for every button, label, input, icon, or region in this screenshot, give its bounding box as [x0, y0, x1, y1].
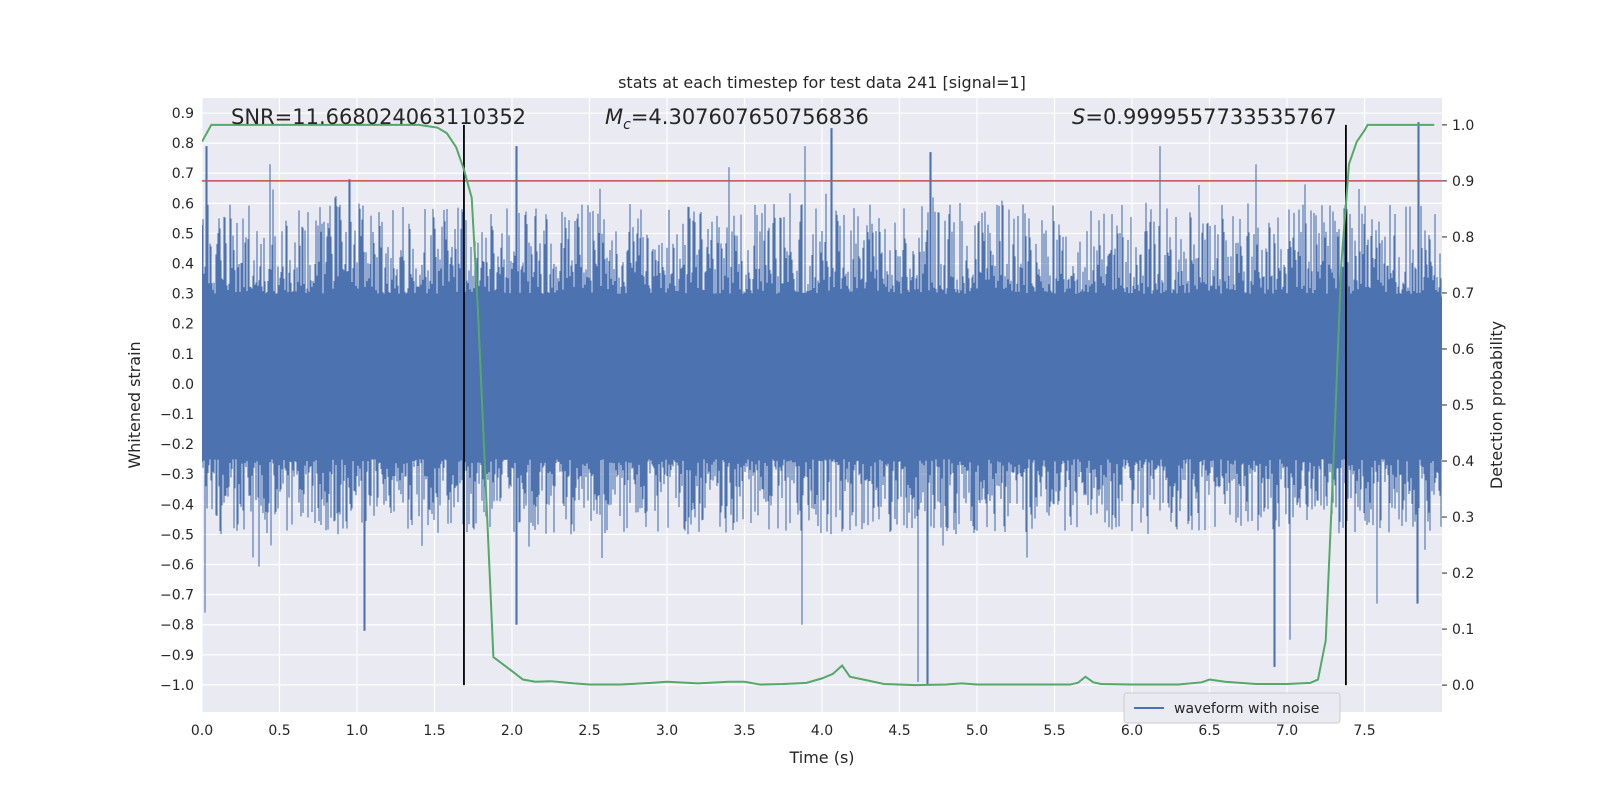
y-tick-label: −0.6: [160, 558, 194, 574]
x-axis-label: Time (s): [788, 748, 854, 767]
y2-ticks: 1.0 0.9 0.8 0.7 0.6 0.5 0.4 0.3 0.2 0.1 0.0: [1442, 118, 1474, 694]
chart-title: stats at each timestep for test data 241…: [618, 73, 1026, 92]
x-ticks: 0.0 0.5 1.0 1.5 2.0 2.5 3.0 3.5 4.0 4.5 5.0 5.5 6.0 6…: [191, 723, 1376, 739]
s-symbol: S: [1072, 105, 1085, 129]
y-ticks: 0.9 0.8 0.7 0.6 0.5 0.4 0.3 0.2 0.1 0.0 −0.1 −0.2 −0…: [160, 106, 194, 694]
mc-value: =4.307607650756836: [631, 105, 869, 129]
y2-tick-label: 0.5: [1452, 398, 1474, 414]
y-tick-label: 0.2: [172, 317, 194, 333]
mc-annotation: Mc=4.307607650756836: [605, 105, 869, 133]
y2-tick-label: 0.4: [1452, 454, 1474, 470]
y2-tick-label: 0.1: [1452, 622, 1474, 638]
y2-tick-label: 0.6: [1452, 342, 1474, 358]
y-tick-label: −0.1: [160, 407, 194, 423]
probability-line: [202, 123, 1435, 687]
y-axis-label: Whitened strain: [125, 341, 144, 468]
y2-tick-label: 0.2: [1452, 566, 1474, 582]
x-tick-label: 4.0: [811, 723, 833, 739]
x-tick-label: 5.0: [966, 723, 988, 739]
y-tick-label: −0.8: [160, 618, 194, 634]
y-tick-label: 0.8: [172, 136, 194, 152]
y2-tick-label: 0.8: [1452, 230, 1474, 246]
snr-annotation: SNR=11.668024063110352: [231, 105, 526, 129]
x-tick-label: 7.0: [1276, 723, 1298, 739]
y-tick-label: −0.3: [160, 467, 194, 483]
s-annotation: S=0.9999557733535767: [1072, 105, 1337, 129]
y2-tick-label: 0.9: [1452, 174, 1474, 190]
legend-label: waveform with noise: [1174, 701, 1319, 717]
y-tick-label: −0.5: [160, 527, 194, 543]
x-tick-label: 0.0: [191, 723, 213, 739]
y-tick-label: 0.4: [172, 257, 194, 273]
y-tick-label: 0.3: [172, 287, 194, 303]
y-tick-label: 0.6: [172, 196, 194, 212]
x-tick-label: 2.0: [501, 723, 523, 739]
overlay: [202, 123, 1442, 687]
x-tick-label: 6.0: [1121, 723, 1143, 739]
y2-tick-label: 0.3: [1452, 510, 1474, 526]
y-tick-label: 0.7: [172, 166, 194, 182]
mc-symbol: M: [605, 105, 623, 129]
x-tick-label: 5.5: [1043, 723, 1065, 739]
x-tick-label: 1.0: [346, 723, 368, 739]
y-tick-label: 0.0: [172, 377, 194, 393]
x-tick-label: 7.5: [1353, 723, 1375, 739]
mc-subscript: c: [623, 117, 631, 133]
y-tick-label: 0.5: [172, 226, 194, 242]
x-tick-label: 1.5: [423, 723, 445, 739]
y2-tick-label: 1.0: [1452, 118, 1474, 134]
y-tick-label: −0.9: [160, 648, 194, 664]
y2-tick-label: 0.0: [1452, 678, 1474, 694]
x-tick-label: 3.0: [656, 723, 678, 739]
legend: waveform with noise: [1123, 692, 1341, 724]
waveform-line: [202, 122, 1442, 685]
y-tick-label: −0.2: [160, 437, 194, 453]
x-tick-label: 6.5: [1198, 723, 1220, 739]
legend-box: [1123, 692, 1341, 724]
waveform-series: [202, 122, 1442, 685]
y2-axis-label: Detection probability: [1487, 321, 1506, 489]
y-tick-label: 0.9: [172, 106, 194, 122]
x-tick-label: 0.5: [268, 723, 290, 739]
y-tick-label: −1.0: [160, 678, 194, 694]
y-tick-label: 0.1: [172, 347, 194, 363]
y2-tick-label: 0.7: [1452, 286, 1474, 302]
x-tick-label: 3.5: [733, 723, 755, 739]
s-value: =0.9999557733535767: [1085, 105, 1336, 129]
y-tick-label: −0.4: [160, 497, 194, 513]
y-tick-label: −0.7: [160, 588, 194, 604]
x-tick-label: 2.5: [578, 723, 600, 739]
x-tick-label: 4.5: [888, 723, 910, 739]
